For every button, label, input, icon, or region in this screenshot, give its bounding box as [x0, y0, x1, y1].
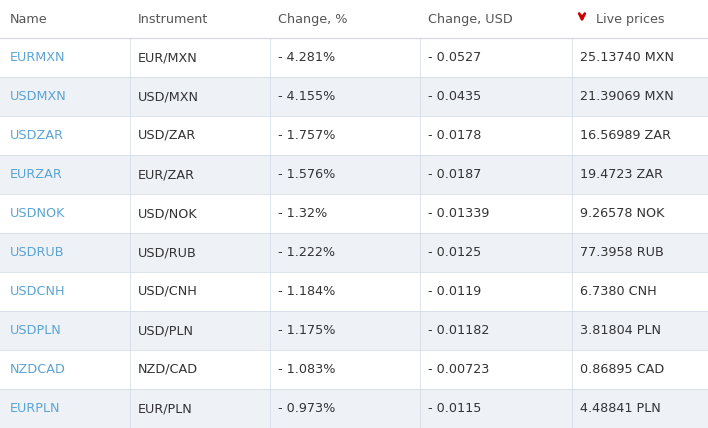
Text: 25.13740 MXN: 25.13740 MXN — [580, 51, 674, 64]
Text: USDNOK: USDNOK — [10, 207, 65, 220]
Text: - 1.083%: - 1.083% — [278, 363, 336, 376]
Text: - 0.01182: - 0.01182 — [428, 324, 489, 337]
Text: - 0.0178: - 0.0178 — [428, 129, 481, 142]
Text: EURMXN: EURMXN — [10, 51, 66, 64]
Text: USDCNH: USDCNH — [10, 285, 66, 298]
Text: Name: Name — [10, 12, 47, 26]
Bar — [0, 0, 708, 38]
Text: 6.7380 CNH: 6.7380 CNH — [580, 285, 657, 298]
Text: USD/CNH: USD/CNH — [138, 285, 198, 298]
Bar — [0, 272, 708, 311]
Text: 3.81804 PLN: 3.81804 PLN — [580, 324, 661, 337]
Text: - 1.175%: - 1.175% — [278, 324, 336, 337]
Text: USD/NOK: USD/NOK — [138, 207, 198, 220]
Text: - 4.281%: - 4.281% — [278, 51, 336, 64]
Text: Live prices: Live prices — [596, 12, 665, 26]
Text: USD/PLN: USD/PLN — [138, 324, 194, 337]
Text: USDRUB: USDRUB — [10, 246, 64, 259]
Bar — [0, 389, 708, 428]
Text: USDMXN: USDMXN — [10, 90, 67, 103]
Text: - 0.973%: - 0.973% — [278, 402, 336, 415]
Text: EUR/ZAR: EUR/ZAR — [138, 168, 195, 181]
Text: USDZAR: USDZAR — [10, 129, 64, 142]
Text: 0.86895 CAD: 0.86895 CAD — [580, 363, 664, 376]
Text: NZD/CAD: NZD/CAD — [138, 363, 198, 376]
Text: - 0.0115: - 0.0115 — [428, 402, 481, 415]
Text: USD/ZAR: USD/ZAR — [138, 129, 196, 142]
Text: EURZAR: EURZAR — [10, 168, 63, 181]
Text: 19.4723 ZAR: 19.4723 ZAR — [580, 168, 663, 181]
Bar — [0, 116, 708, 155]
Bar — [0, 311, 708, 350]
Text: 4.48841 PLN: 4.48841 PLN — [580, 402, 661, 415]
Text: EUR/MXN: EUR/MXN — [138, 51, 198, 64]
Text: USD/RUB: USD/RUB — [138, 246, 197, 259]
Text: - 0.0125: - 0.0125 — [428, 246, 481, 259]
Text: NZDCAD: NZDCAD — [10, 363, 66, 376]
Text: - 0.0119: - 0.0119 — [428, 285, 481, 298]
Text: - 0.0527: - 0.0527 — [428, 51, 481, 64]
Text: USD/MXN: USD/MXN — [138, 90, 199, 103]
Bar — [0, 233, 708, 272]
Text: EUR/PLN: EUR/PLN — [138, 402, 193, 415]
Text: USDPLN: USDPLN — [10, 324, 62, 337]
Text: 21.39069 MXN: 21.39069 MXN — [580, 90, 674, 103]
Bar — [0, 155, 708, 194]
Text: Change, USD: Change, USD — [428, 12, 513, 26]
Bar — [0, 350, 708, 389]
Text: - 1.222%: - 1.222% — [278, 246, 335, 259]
Text: - 0.0435: - 0.0435 — [428, 90, 481, 103]
Text: 9.26578 NOK: 9.26578 NOK — [580, 207, 664, 220]
Bar — [0, 194, 708, 233]
Text: - 0.0187: - 0.0187 — [428, 168, 481, 181]
Text: Change, %: Change, % — [278, 12, 348, 26]
Text: - 1.32%: - 1.32% — [278, 207, 327, 220]
Text: - 4.155%: - 4.155% — [278, 90, 336, 103]
Text: - 1.757%: - 1.757% — [278, 129, 336, 142]
Text: Instrument: Instrument — [138, 12, 208, 26]
Text: EURPLN: EURPLN — [10, 402, 60, 415]
Text: - 1.184%: - 1.184% — [278, 285, 336, 298]
Text: - 0.01339: - 0.01339 — [428, 207, 489, 220]
Text: - 0.00723: - 0.00723 — [428, 363, 489, 376]
Text: 77.3958 RUB: 77.3958 RUB — [580, 246, 664, 259]
Text: 16.56989 ZAR: 16.56989 ZAR — [580, 129, 671, 142]
Bar — [0, 38, 708, 77]
Bar — [0, 77, 708, 116]
Text: - 1.576%: - 1.576% — [278, 168, 336, 181]
